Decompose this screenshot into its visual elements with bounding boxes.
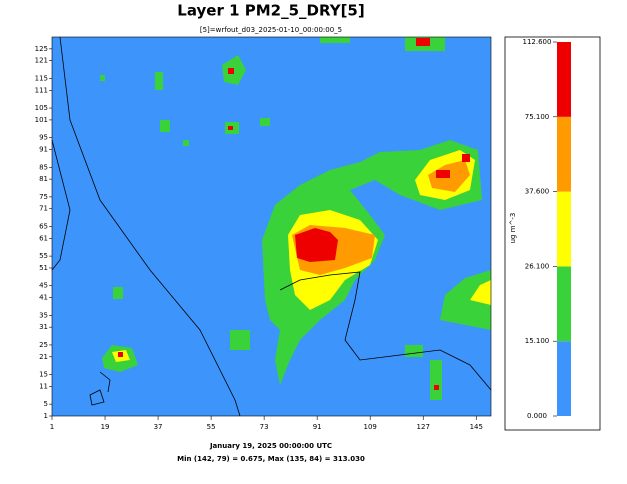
- plume: [183, 140, 189, 146]
- y-tick-label: 61: [39, 234, 48, 242]
- y-tick-label: 35: [39, 311, 48, 319]
- legend-frame: [504, 36, 601, 431]
- y-tick-label: 81: [39, 175, 48, 183]
- plume: [416, 38, 430, 46]
- plume: [462, 154, 470, 162]
- y-tick-label: 71: [39, 205, 48, 213]
- coastline: [59, 36, 241, 417]
- colorbar-bin: [557, 116, 571, 192]
- plume: [262, 140, 482, 385]
- colorbar-tick-label: 112.600: [523, 38, 552, 46]
- y-tick-label: 15: [39, 371, 48, 379]
- x-tick-label: 91: [313, 423, 322, 431]
- plume: [100, 75, 105, 81]
- colorbar: 0.000 15.100 26.100 37.600 75.100 112.600: [523, 38, 571, 420]
- plume: [228, 126, 233, 130]
- y-tick-label: 111: [35, 86, 48, 94]
- plume: [160, 120, 170, 132]
- colorbar-tick-label: 26.100: [525, 262, 550, 270]
- y-tick-label: 21: [39, 353, 48, 361]
- plume: [440, 270, 491, 330]
- x-tick-label: 127: [417, 423, 430, 431]
- colorbar-bin: [557, 341, 571, 416]
- y-tick-label: 105: [35, 104, 48, 112]
- plume: [118, 352, 123, 357]
- y-tick-label: 5: [44, 400, 48, 408]
- y-tick-label: 25: [39, 341, 48, 349]
- x-tick-label: 73: [260, 423, 269, 431]
- subtitle: [5]=wrfout_d03_2025-01-10_00:00:00_5: [200, 26, 342, 34]
- x-tick-label: 145: [470, 423, 483, 431]
- y-tick-label: 1: [44, 412, 48, 420]
- plume: [320, 37, 350, 43]
- y-tick-label: 31: [39, 323, 48, 331]
- y-tick-label: 41: [39, 294, 48, 302]
- y-tick-label: 51: [39, 264, 48, 272]
- coastline: [99, 371, 111, 393]
- plume: [295, 228, 338, 262]
- plume: [260, 118, 270, 126]
- y-tick-label: 101: [35, 116, 48, 124]
- y-tick-label: 91: [39, 146, 48, 154]
- y-tick-label: 55: [39, 252, 48, 260]
- boundaries: [51, 36, 492, 417]
- y-tick-label: 45: [39, 282, 48, 290]
- coastline: [89, 389, 105, 406]
- border: [279, 271, 492, 391]
- title: Layer 1 PM2_5_DRY[5]: [177, 2, 364, 20]
- coastline: [51, 139, 71, 271]
- colorbar-bin: [557, 266, 571, 342]
- colorbar-bin: [557, 42, 571, 117]
- x-tick-label: 109: [364, 423, 377, 431]
- y-tick-label: 95: [39, 134, 48, 142]
- y-tick-label: 85: [39, 163, 48, 171]
- plume: [470, 280, 491, 305]
- axes: 1 19 37 55 73 91 109 127 14515111521253135414551…: [35, 45, 483, 431]
- colorbar-tick-label: 0.000: [527, 412, 547, 420]
- date-label: January 19, 2025 00:00:00 UTC: [209, 442, 332, 450]
- plume: [113, 287, 123, 299]
- colorbar-tick-label: 15.100: [525, 337, 550, 345]
- concentration-field: [52, 37, 491, 416]
- y-tick-label: 115: [35, 74, 48, 82]
- colorbar-tick-label: 75.100: [525, 113, 550, 121]
- plume: [436, 170, 450, 178]
- colorbar-tick-label: 37.600: [525, 188, 550, 196]
- plume: [155, 72, 163, 90]
- x-tick-label: 55: [207, 423, 216, 431]
- y-tick-label: 125: [35, 45, 48, 53]
- x-tick-label: 19: [101, 423, 110, 431]
- y-tick-label: 65: [39, 223, 48, 231]
- plume: [430, 360, 442, 400]
- plume: [434, 385, 439, 390]
- colorbar-bin: [557, 191, 571, 267]
- plume: [230, 330, 250, 350]
- y-tick-label: 75: [39, 193, 48, 201]
- x-tick-label: 37: [154, 423, 163, 431]
- plume: [228, 68, 234, 74]
- plume: [405, 345, 423, 357]
- min-max-label: Min (142, 79) = 0.675, Max (135, 84) = 3…: [177, 455, 365, 463]
- y-tick-label: 11: [39, 382, 48, 390]
- colorbar-unit: ug m^-3: [509, 213, 517, 244]
- y-tick-label: 121: [35, 57, 48, 65]
- x-tick-label: 1: [50, 423, 54, 431]
